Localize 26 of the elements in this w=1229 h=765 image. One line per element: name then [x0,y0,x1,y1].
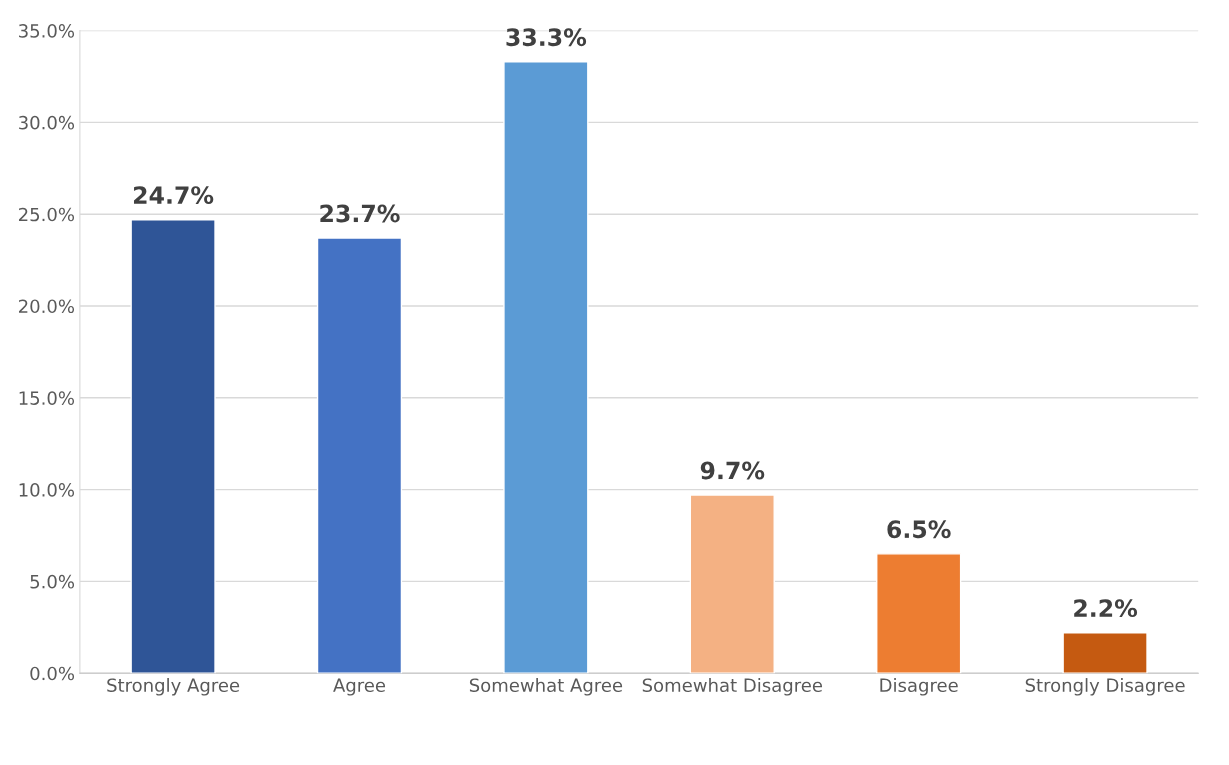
data-label: 33.3% [506,28,587,47]
x-tick-label: Somewhat Agree [469,678,623,696]
y-tick-label: 5.0% [30,574,75,589]
y-tick-label: 10.0% [19,483,75,497]
data-label: 6.5% [887,520,951,539]
y-tick-label: 35.0% [19,24,75,38]
y-tick-label: 15.0% [19,391,75,405]
data-label: 23.7% [320,204,400,223]
bar [689,494,775,674]
bar [876,553,962,674]
x-tick-label: Strongly Disagree [1025,678,1185,696]
data-label: 24.7% [133,186,214,205]
bar [316,237,403,674]
bar [130,219,216,674]
y-tick-label: 30.0% [19,115,75,130]
x-tick-label: Disagree [880,678,958,696]
data-label: 2.2% [1074,599,1138,618]
x-tick-label: Somewhat Disagree [642,678,823,696]
y-tick-label: 20.0% [18,299,75,314]
x-tick-label: Strongly Agree [107,678,240,696]
data-label: 9.7% [700,461,765,480]
x-tick-label: Agree [333,678,386,696]
y-tick-label: 0.0% [30,666,75,681]
bar [503,61,589,674]
bar [1062,632,1148,674]
y-tick-label: 25.0% [18,207,75,222]
